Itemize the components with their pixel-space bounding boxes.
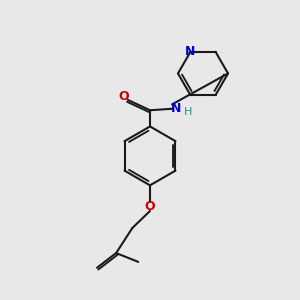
Text: H: H [184,107,193,117]
Text: N: N [170,102,181,115]
Text: O: O [145,200,155,213]
Text: N: N [185,45,195,58]
Text: O: O [118,91,129,103]
